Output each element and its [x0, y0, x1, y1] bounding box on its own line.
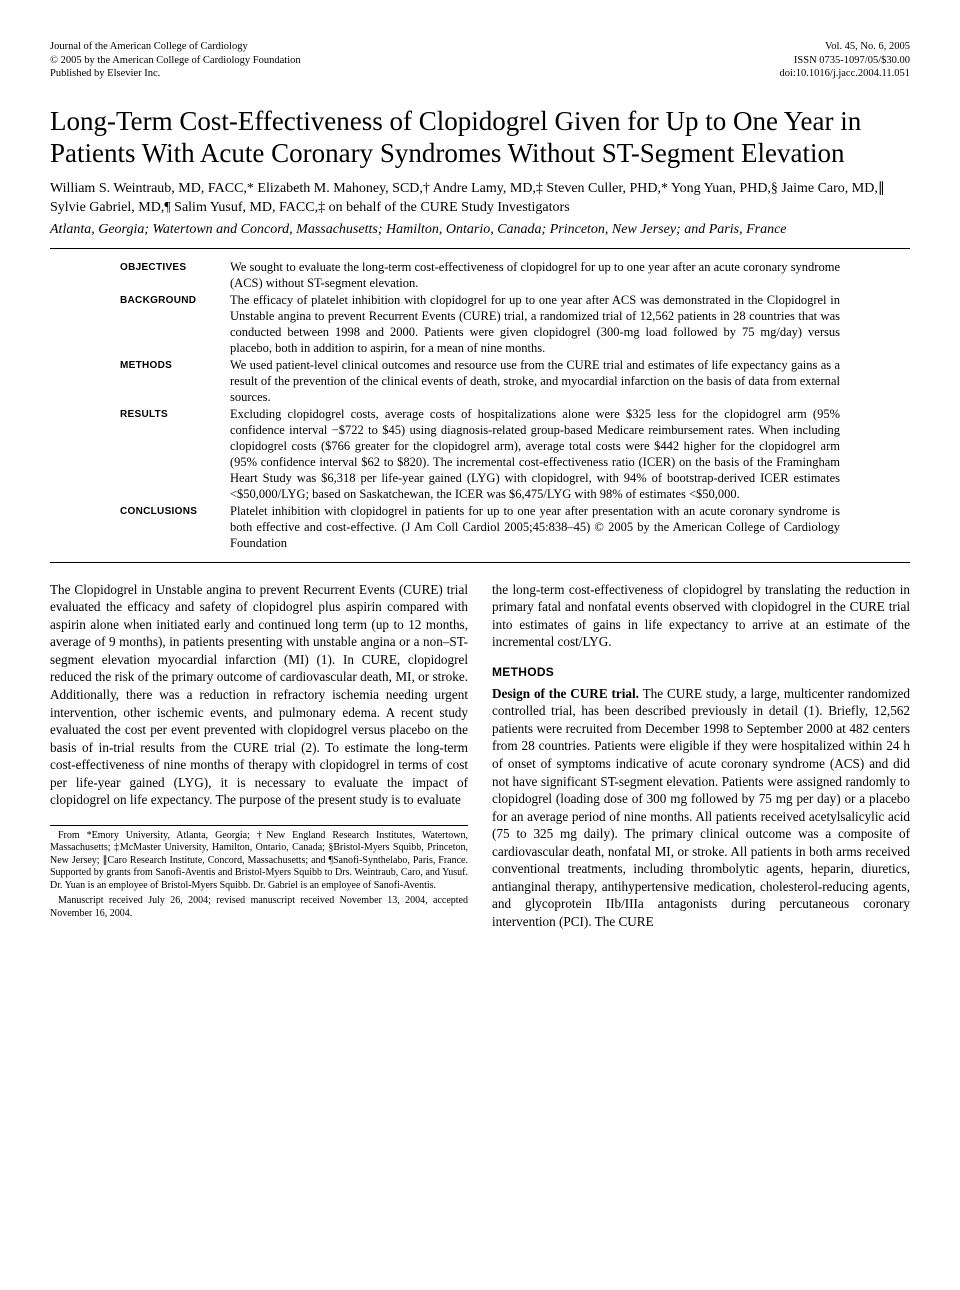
publisher-line: Published by Elsevier Inc.	[50, 67, 301, 81]
issn-line: ISSN 0735-1097/05/$30.00	[779, 54, 910, 68]
journal-name: Journal of the American College of Cardi…	[50, 40, 301, 54]
methods-paragraph: Design of the CURE trial. The CURE study…	[492, 685, 910, 931]
abstract-label: METHODS	[120, 357, 230, 405]
abstract-text: We sought to evaluate the long-term cost…	[230, 259, 840, 291]
journal-header-left: Journal of the American College of Cardi…	[50, 40, 301, 81]
abstract-methods: METHODS We used patient-level clinical o…	[120, 357, 840, 405]
abstract-label: BACKGROUND	[120, 292, 230, 356]
journal-header-right: Vol. 45, No. 6, 2005 ISSN 0735-1097/05/$…	[779, 40, 910, 81]
footnote-affiliations: From *Emory University, Atlanta, Georgia…	[50, 830, 468, 893]
abstract-label: RESULTS	[120, 406, 230, 502]
abstract-results: RESULTS Excluding clopidogrel costs, ave…	[120, 406, 840, 502]
abstract-background: BACKGROUND The efficacy of platelet inhi…	[120, 292, 840, 356]
methods-run-in: Design of the CURE trial.	[492, 686, 639, 701]
abstract-conclusions: CONCLUSIONS Platelet inhibition with clo…	[120, 503, 840, 551]
right-column: the long-term cost-effectiveness of clop…	[492, 581, 910, 931]
journal-header: Journal of the American College of Cardi…	[50, 40, 910, 81]
abstract-text: We used patient-level clinical outcomes …	[230, 357, 840, 405]
abstract-label: CONCLUSIONS	[120, 503, 230, 551]
abstract-text: The efficacy of platelet inhibition with…	[230, 292, 840, 356]
methods-body-text: The CURE study, a large, multicenter ran…	[492, 686, 910, 929]
intro-paragraph-left: The Clopidogrel in Unstable angina to pr…	[50, 581, 468, 809]
footnotes: From *Emory University, Atlanta, Georgia…	[50, 825, 468, 921]
affiliations: Atlanta, Georgia; Watertown and Concord,…	[50, 221, 910, 239]
left-column: The Clopidogrel in Unstable angina to pr…	[50, 581, 468, 931]
body-columns: The Clopidogrel in Unstable angina to pr…	[50, 581, 910, 931]
abstract-text: Excluding clopidogrel costs, average cos…	[230, 406, 840, 502]
abstract-label: OBJECTIVES	[120, 259, 230, 291]
structured-abstract: OBJECTIVES We sought to evaluate the lon…	[120, 253, 840, 558]
abstract-objectives: OBJECTIVES We sought to evaluate the lon…	[120, 259, 840, 291]
abstract-text: Platelet inhibition with clopidogrel in …	[230, 503, 840, 551]
author-list: William S. Weintraub, MD, FACC,* Elizabe…	[50, 180, 910, 218]
volume-line: Vol. 45, No. 6, 2005	[779, 40, 910, 54]
intro-paragraph-right: the long-term cost-effectiveness of clop…	[492, 581, 910, 651]
doi-line: doi:10.1016/j.jacc.2004.11.051	[779, 67, 910, 81]
rule-bottom	[50, 562, 910, 563]
copyright-line: © 2005 by the American College of Cardio…	[50, 54, 301, 68]
methods-heading: METHODS	[492, 665, 910, 681]
rule-top	[50, 248, 910, 249]
footnote-manuscript-dates: Manuscript received July 26, 2004; revis…	[50, 895, 468, 920]
article-title: Long-Term Cost-Effectiveness of Clopidog…	[50, 105, 910, 170]
